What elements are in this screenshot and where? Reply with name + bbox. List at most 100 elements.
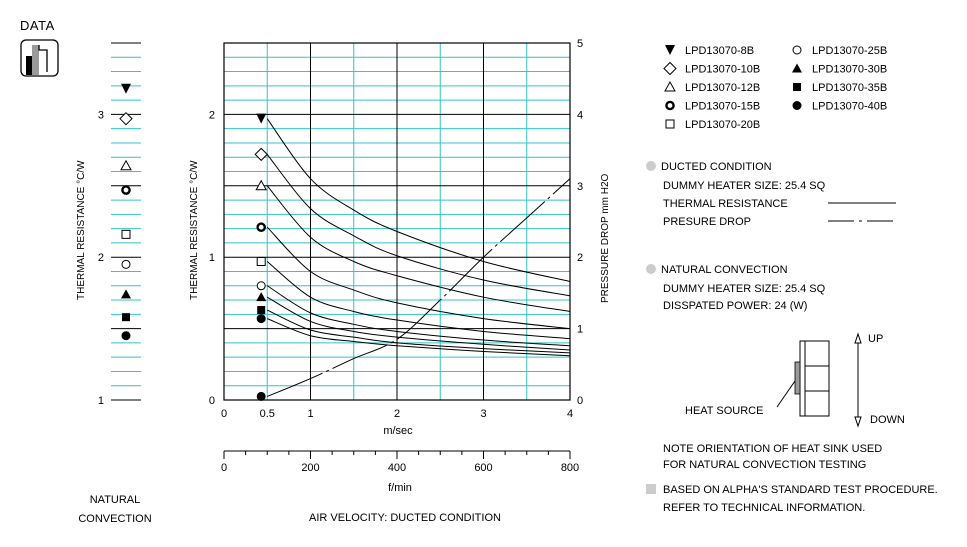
legend-label: LPD13070-30B xyxy=(812,64,887,76)
natural-marker-LPD13070-20B xyxy=(121,229,131,239)
natural-power: DISSPATED POWER: 24 (W) xyxy=(663,300,807,312)
ducted-xtick-ms: 0 xyxy=(221,408,227,420)
heat-source-label: HEAT SOURCE xyxy=(685,405,763,417)
legend: LPD13070-8B LPD13070-25B LPD13070-10B LPD13… xyxy=(663,45,887,131)
natural-panel-ylabel: THERMAL RESISTANCE °C/W xyxy=(76,160,87,300)
ducted-left-ylabel: THERMAL RESISTANCE °C/W xyxy=(189,160,200,300)
orientation-up: UP xyxy=(868,333,883,345)
ducted-right-ytick: 2 xyxy=(577,252,583,264)
thermal-curve-LPD13070-40B xyxy=(267,318,571,357)
natural-ytick: 2 xyxy=(98,252,104,264)
ducted-marker-LPD13070-35B xyxy=(257,306,266,315)
natural-marker-LPD13070-15B xyxy=(121,185,131,195)
legend-item: LPD13070-35B xyxy=(793,82,887,94)
ducted-marker-LPD13070-25B xyxy=(256,281,266,291)
x-unit-fmin: f/min xyxy=(388,482,412,494)
legend-label: LPD13070-40B xyxy=(812,101,887,113)
legend-label: LPD13070-25B xyxy=(812,45,887,57)
ducted-marker-LPD13070-30B xyxy=(256,292,267,302)
x-unit-ms: m/sec xyxy=(383,425,413,437)
thermal-resistance-curves xyxy=(266,118,571,357)
orientation-down: DOWN xyxy=(870,414,905,426)
ducted-pressure-label: PRESURE DROP xyxy=(663,216,751,228)
legend-label: LPD13070-35B xyxy=(812,82,887,94)
natural-marker-LPD13070-8B xyxy=(121,83,131,94)
ducted-left-ytick: 0 xyxy=(209,395,215,407)
ducted-left-ytick: 2 xyxy=(209,109,215,121)
thermal-curve-LPD13070-30B xyxy=(267,296,571,351)
ducted-xtick-ms: 4 xyxy=(567,408,573,420)
ducted-marker-LPD13070-15B xyxy=(256,222,266,233)
natural-marker-LPD13070-40B xyxy=(121,331,131,341)
ducted-frame xyxy=(223,42,571,401)
legend-item: LPD13070-12B xyxy=(664,80,760,94)
thermal-curve-LPD13070-20B xyxy=(266,261,571,340)
thermal-curve-LPD13070-35B xyxy=(267,309,571,354)
fmin-tick-label: 200 xyxy=(301,462,319,474)
ducted-marker-LPD13070-10B xyxy=(254,147,268,162)
legend-item: LPD13070-30B xyxy=(792,63,887,76)
data-chart-icon xyxy=(20,39,59,77)
legend-item: LPD13070-8B xyxy=(665,45,754,57)
ducted-xtick-ms: 2 xyxy=(394,408,400,420)
natural-ytick: 1 xyxy=(98,395,104,407)
natural-ytick: 3 xyxy=(98,109,104,121)
pressure-drop-marker xyxy=(256,391,266,401)
pressure-drop-curve xyxy=(267,178,571,397)
ducted-right-ytick: 5 xyxy=(577,38,583,50)
footnote-bullet xyxy=(646,484,656,494)
natural-bullet xyxy=(646,264,656,274)
natural-marker-LPD13070-35B xyxy=(122,313,130,322)
natural-heater: DUMMY HEATER SIZE: 25.4 SQ xyxy=(663,283,826,295)
ducted-heater: DUMMY HEATER SIZE: 25.4 SQ xyxy=(663,180,826,192)
ducted-title: DUCTED CONDITION xyxy=(661,161,772,173)
ducted-thermal-label: THERMAL RESISTANCE xyxy=(663,198,788,210)
ducted-right-ytick: 1 xyxy=(577,324,583,336)
legend-item: LPD13070-15B xyxy=(665,100,760,113)
heat-source-leader xyxy=(776,380,796,408)
legend-item: LPD13070-40B xyxy=(792,101,887,113)
ducted-bullet xyxy=(646,161,656,171)
ducted-right-ytick: 0 xyxy=(577,395,583,407)
legend-marker xyxy=(792,101,802,110)
ducted-xtick-ms: 1 xyxy=(307,408,313,420)
fmin-tick-label: 800 xyxy=(561,462,579,474)
ducted-chart-caption: AIR VELOCITY: DUCTED CONDITION xyxy=(309,512,501,524)
fmin-axis-ticks: 0 200 400 600 800 xyxy=(221,451,579,474)
natural-panel-grid xyxy=(111,42,141,401)
heat-sink-diagram xyxy=(794,340,830,417)
legend-marker xyxy=(664,80,676,92)
ducted-right-ylabel: PRESSURE DROP mm H2O xyxy=(600,173,611,303)
thermal-curve-LPD13070-8B xyxy=(266,118,571,282)
fmin-tick-label: 0 xyxy=(221,462,227,474)
legend-marker xyxy=(663,61,677,76)
legend-marker xyxy=(665,45,675,55)
fmin-tick-label: 600 xyxy=(474,462,492,474)
ducted-right-ytick: 4 xyxy=(577,109,583,121)
natural-panel-markers xyxy=(119,83,133,341)
footnote-line-2: REFER TO TECHNICAL INFORMATION. xyxy=(663,502,865,514)
legend-item: LPD13070-25B xyxy=(792,45,887,57)
footnote-line-1: BASED ON ALPHA'S STANDARD TEST PROCEDURE… xyxy=(663,484,938,496)
natural-marker-LPD13070-12B xyxy=(120,159,132,171)
ducted-marker-LPD13070-8B xyxy=(256,113,267,124)
fmin-tick-label: 400 xyxy=(388,462,406,474)
ducted-left-ytick: 1 xyxy=(209,252,215,264)
ducted-marker-LPD13070-20B xyxy=(256,256,266,266)
natural-panel-yticks: 3 2 1 xyxy=(98,109,104,407)
thermal-curve-LPD13070-12B xyxy=(266,185,571,312)
legend-marker xyxy=(792,63,802,73)
legend-label: LPD13070-8B xyxy=(685,45,754,57)
legend-label: LPD13070-20B xyxy=(685,119,760,131)
ducted-xtick-ms: 0.5 xyxy=(260,408,275,420)
thermal-curve-LPD13070-15B xyxy=(266,226,571,330)
natural-marker-LPD13070-25B xyxy=(121,259,131,269)
legend-marker xyxy=(793,83,801,91)
legend-label: LPD13070-10B xyxy=(685,64,760,76)
legend-label: LPD13070-12B xyxy=(685,82,760,94)
orientation-note-2: FOR NATURAL CONVECTION TESTING xyxy=(663,459,866,471)
natural-marker-LPD13070-10B xyxy=(119,111,133,126)
natural-panel-caption-2: CONVECTION xyxy=(78,513,151,525)
legend-marker xyxy=(665,100,675,111)
